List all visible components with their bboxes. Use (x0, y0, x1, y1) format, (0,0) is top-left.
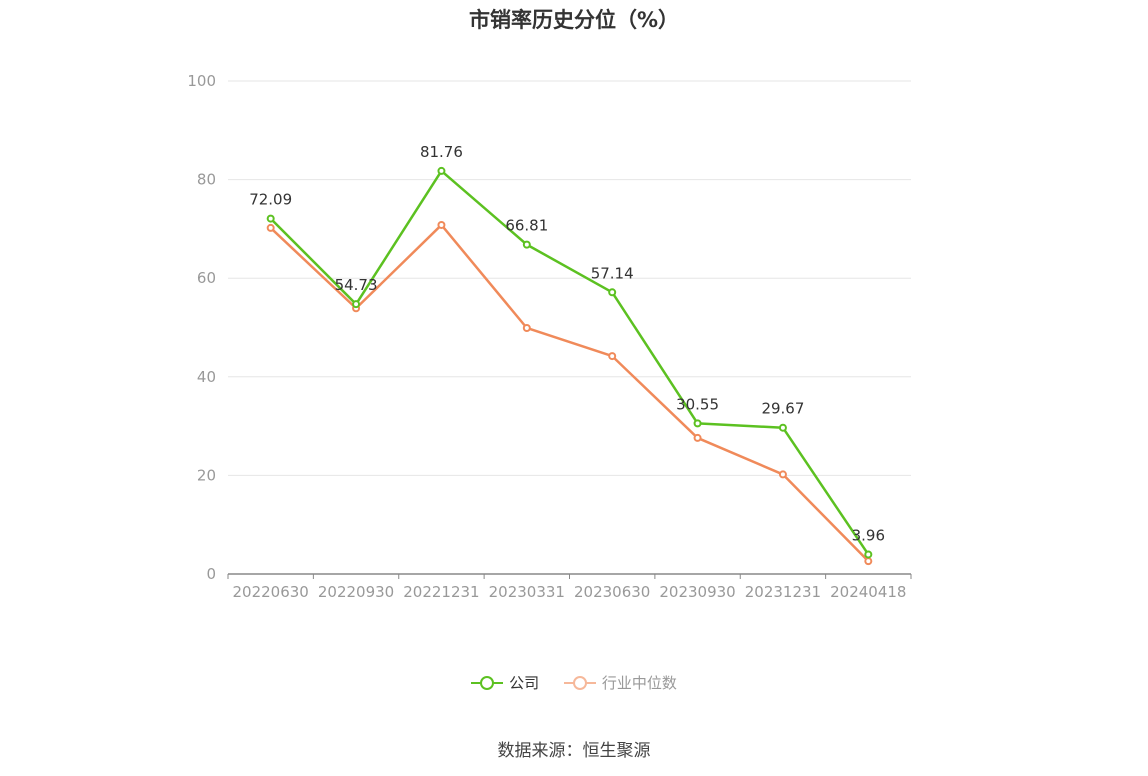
point-industry-median (864, 557, 873, 566)
x-tick-label: 20230331 (489, 583, 565, 601)
point-company (693, 419, 702, 428)
data-label-company: 30.55 (676, 395, 719, 413)
series-line-company (269, 169, 870, 556)
chart-title: 市销率历史分位（%） (468, 8, 680, 32)
point-industry-median (693, 433, 702, 442)
point-company (522, 240, 531, 249)
data-label-company: 3.96 (852, 526, 885, 544)
legend-item-company[interactable]: 公司 (471, 672, 539, 693)
legend-item-industry-median[interactable]: 行业中位数 (563, 672, 677, 693)
point-industry-median (778, 470, 787, 479)
data-label-company: 81.76 (420, 143, 463, 161)
data-source-note: 数据来源：恒生聚源 (497, 741, 651, 761)
y-tick-label: 60 (197, 269, 216, 287)
y-tick-label: 80 (197, 171, 216, 189)
data-label-company: 29.67 (761, 400, 804, 418)
legend-industry-marker-icon (563, 675, 596, 690)
data-label-company: 72.09 (249, 191, 292, 209)
point-company (864, 550, 873, 559)
axes: 0 20 40 60 80 100 20220630 20220930 20221231 2023… (187, 72, 912, 601)
point-industry-median (522, 323, 531, 332)
data-label-company: 57.14 (591, 264, 634, 282)
point-industry-median (266, 223, 275, 232)
x-tick-label: 20240418 (830, 583, 906, 601)
y-tick-label: 40 (197, 368, 216, 386)
grid-lines (228, 80, 911, 476)
x-tick-label: 20220930 (318, 583, 394, 601)
point-industry-median (608, 352, 617, 361)
legend-label-industry-median: 行业中位数 (601, 674, 677, 692)
x-tick-label: 20221231 (403, 583, 479, 601)
point-company (778, 423, 787, 432)
series-line-industry-median (269, 223, 870, 563)
y-tick-label: 20 (197, 466, 216, 484)
y-tick-label: 100 (187, 72, 216, 90)
x-tick-label: 20230930 (659, 583, 735, 601)
data-labels: 72.09 54.73 81.76 66.81 57.14 30.55 29.67 3.96 (249, 143, 885, 545)
point-company (266, 214, 275, 223)
point-company (608, 288, 617, 297)
series-lines (266, 166, 873, 566)
x-tick-label: 20230630 (574, 583, 650, 601)
legend-company-marker-icon (471, 675, 504, 690)
y-tick-label: 0 (206, 565, 216, 583)
legend-label-company: 公司 (509, 674, 540, 692)
x-tick-label: 20231231 (745, 583, 821, 601)
point-company (437, 166, 446, 175)
legend: 公司 行业中位数 (0, 672, 1148, 694)
point-industry-median (437, 220, 446, 229)
point-company (352, 300, 361, 309)
data-label-company: 66.81 (505, 217, 548, 235)
data-label-company: 54.73 (335, 276, 378, 294)
x-tick-label: 20220630 (233, 583, 309, 601)
